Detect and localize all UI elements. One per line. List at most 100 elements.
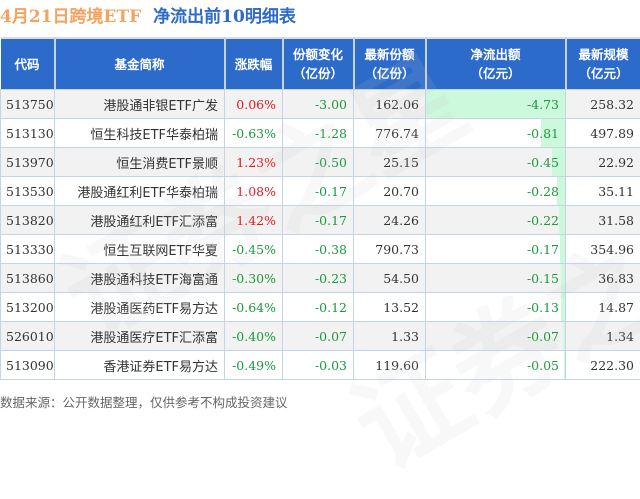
cell-fund-name: 港股通红利ETF华泰柏瑞 <box>55 177 225 206</box>
cell-fund-name: 港股通红利ETF汇添富 <box>55 206 225 235</box>
cell-code: 526010 <box>1 322 55 351</box>
cell-latest-scale: 354.96 <box>566 235 640 264</box>
cell-change-pct: -0.45% <box>225 235 283 264</box>
cell-fund-name: 港股通非银ETF广发 <box>55 90 225 119</box>
cell-change-pct: 1.23% <box>225 148 283 177</box>
cell-share-change: -0.38 <box>283 235 354 264</box>
cell-latest-scale: 497.89 <box>566 119 640 148</box>
cell-share-change: -3.00 <box>283 90 354 119</box>
cell-net-outflow: -0.15 <box>426 264 566 293</box>
cell-change-pct: -0.49% <box>225 351 283 380</box>
cell-change-pct: 1.42% <box>225 206 283 235</box>
cell-net-outflow: -0.22 <box>426 206 566 235</box>
etf-outflow-table: 代码 基金简称 涨跌幅 份额变化（亿份） 最新份额（亿份） 净流出额（亿元） 最… <box>0 37 640 380</box>
cell-code: 513820 <box>1 206 55 235</box>
header-net-outflow[interactable]: 净流出额（亿元） <box>426 38 566 90</box>
cell-fund-name: 恒生科技ETF华泰柏瑞 <box>55 119 225 148</box>
cell-fund-name: 港股通医药ETF易方达 <box>55 293 225 322</box>
header-name[interactable]: 基金简称 <box>55 38 225 90</box>
cell-latest-share: 776.74 <box>354 119 426 148</box>
cell-latest-share: 790.73 <box>354 235 426 264</box>
cell-change-pct: -0.64% <box>225 293 283 322</box>
cell-change-pct: -0.30% <box>225 264 283 293</box>
cell-latest-share: 25.15 <box>354 148 426 177</box>
cell-latest-scale: 14.87 <box>566 293 640 322</box>
cell-code: 513130 <box>1 119 55 148</box>
cell-latest-scale: 258.32 <box>566 90 640 119</box>
cell-latest-share: 162.06 <box>354 90 426 119</box>
cell-code: 513970 <box>1 148 55 177</box>
cell-code: 513200 <box>1 293 55 322</box>
cell-net-outflow: -0.45 <box>426 148 566 177</box>
cell-latest-scale: 35.11 <box>566 177 640 206</box>
cell-net-outflow: -0.13 <box>426 293 566 322</box>
cell-fund-name: 香港证券ETF易方达 <box>55 351 225 380</box>
page-title: 4月21日跨境ETF 净流出前10明细表 <box>0 4 296 30</box>
cell-latest-scale: 222.30 <box>566 351 640 380</box>
header-code[interactable]: 代码 <box>1 38 55 90</box>
cell-share-change: -0.07 <box>283 322 354 351</box>
cell-share-change: -0.12 <box>283 293 354 322</box>
cell-net-outflow: -0.17 <box>426 235 566 264</box>
cell-code: 513860 <box>1 264 55 293</box>
cell-latest-share: 24.26 <box>354 206 426 235</box>
data-source-note: 数据来源：公开数据整理，仅供参考不构成投资建议 <box>0 392 288 411</box>
cell-share-change: -1.28 <box>283 119 354 148</box>
outflow-value: -4.73 <box>426 97 565 112</box>
cell-fund-name: 港股通科技ETF海富通 <box>55 264 225 293</box>
cell-change-pct: -0.63% <box>225 119 283 148</box>
cell-share-change: -0.03 <box>283 351 354 380</box>
cell-latest-share: 1.33 <box>354 322 426 351</box>
cell-code: 513530 <box>1 177 55 206</box>
cell-latest-scale: 31.58 <box>566 206 640 235</box>
outflow-value: -0.81 <box>426 126 565 141</box>
cell-share-change: -0.17 <box>283 206 354 235</box>
outflow-value: -0.13 <box>426 300 565 315</box>
cell-latest-share: 119.60 <box>354 351 426 380</box>
cell-latest-share: 20.70 <box>354 177 426 206</box>
outflow-value: -0.45 <box>426 155 565 170</box>
cell-latest-scale: 22.92 <box>566 148 640 177</box>
outflow-value: -0.15 <box>426 271 565 286</box>
cell-change-pct: 1.08% <box>225 177 283 206</box>
table-header-row: 代码 基金简称 涨跌幅 份额变化（亿份） 最新份额（亿份） 净流出额（亿元） 最… <box>1 38 640 90</box>
outflow-value: -0.22 <box>426 213 565 228</box>
header-latest-scale[interactable]: 最新规模（亿元） <box>566 38 640 90</box>
cell-net-outflow: -0.07 <box>426 322 566 351</box>
title-date-part: 4月21日跨境ETF <box>0 7 141 27</box>
cell-share-change: -0.50 <box>283 148 354 177</box>
outflow-value: -0.05 <box>426 358 565 373</box>
title-main-part: 净流出前10明细表 <box>153 7 296 27</box>
cell-share-change: -0.23 <box>283 264 354 293</box>
cell-fund-name: 恒生互联网ETF华夏 <box>55 235 225 264</box>
cell-code: 513330 <box>1 235 55 264</box>
cell-code: 513090 <box>1 351 55 380</box>
cell-fund-name: 恒生消费ETF景顺 <box>55 148 225 177</box>
cell-fund-name: 港股通医疗ETF汇添富 <box>55 322 225 351</box>
cell-share-change: -0.17 <box>283 177 354 206</box>
cell-net-outflow: -4.73 <box>426 90 566 119</box>
header-latest-share[interactable]: 最新份额（亿份） <box>354 38 426 90</box>
outflow-value: -0.17 <box>426 242 565 257</box>
cell-latest-scale: 36.83 <box>566 264 640 293</box>
cell-latest-scale: 1.34 <box>566 322 640 351</box>
header-share-change[interactable]: 份额变化（亿份） <box>283 38 354 90</box>
outflow-value: -0.07 <box>426 329 565 344</box>
cell-latest-share: 54.50 <box>354 264 426 293</box>
cell-latest-share: 13.52 <box>354 293 426 322</box>
cell-change-pct: 0.06% <box>225 90 283 119</box>
header-change-pct[interactable]: 涨跌幅 <box>225 38 283 90</box>
cell-net-outflow: -0.81 <box>426 119 566 148</box>
cell-code: 513750 <box>1 90 55 119</box>
cell-change-pct: -0.40% <box>225 322 283 351</box>
